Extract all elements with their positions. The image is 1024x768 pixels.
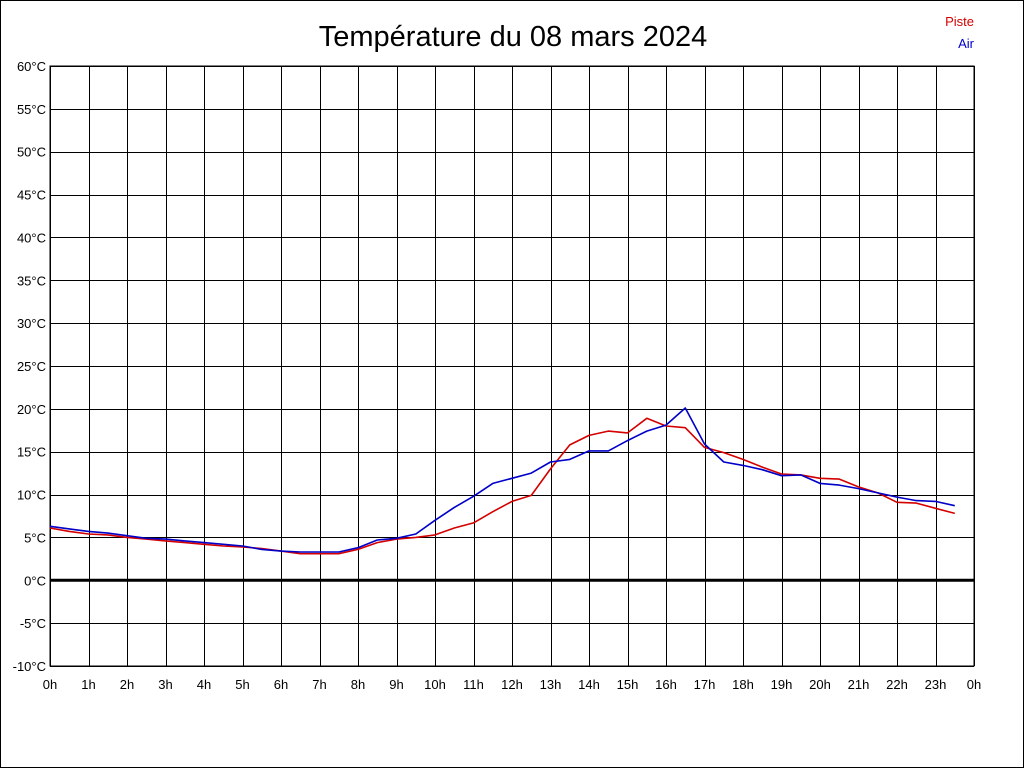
y-tick-label: 60°C xyxy=(17,59,46,74)
x-tick-label: 13h xyxy=(540,677,562,692)
x-tick-label: 22h xyxy=(886,677,908,692)
x-tick-label: 7h xyxy=(312,677,326,692)
x-tick-label: 1h xyxy=(81,677,95,692)
y-tick-label: 30°C xyxy=(17,316,46,331)
x-tick-label: 12h xyxy=(501,677,523,692)
x-tick-label: 2h xyxy=(120,677,134,692)
y-tick-label: -5°C xyxy=(20,616,46,631)
x-tick-label: 19h xyxy=(771,677,793,692)
x-tick-label: 0h xyxy=(967,677,981,692)
x-tick-label: 10h xyxy=(424,677,446,692)
y-tick-label: 10°C xyxy=(17,488,46,503)
x-tick-label: 23h xyxy=(925,677,947,692)
legend-entry-air: Air xyxy=(958,36,975,51)
x-tick-label: 21h xyxy=(848,677,870,692)
y-tick-label: -10°C xyxy=(13,659,46,674)
series-line-air xyxy=(49,407,955,553)
grid xyxy=(49,65,975,667)
y-tick-label: 5°C xyxy=(24,530,46,545)
x-tick-label: 3h xyxy=(158,677,172,692)
x-tick-label: 15h xyxy=(617,677,639,692)
x-tick-label: 11h xyxy=(463,677,484,692)
y-tick-label: 45°C xyxy=(17,188,46,203)
x-tick-label: 16h xyxy=(655,677,677,692)
y-tick-label: 50°C xyxy=(17,145,46,160)
y-tick-label: 0°C xyxy=(24,573,46,588)
y-tick-label: 25°C xyxy=(17,359,46,374)
x-tick-label: 9h xyxy=(389,677,403,692)
x-axis-ticks: 0h 1h 2h 3h 4h 5h 6h 7h 8h 9h 10h 11h 12h 13h 14h 15h 16… xyxy=(43,677,981,692)
x-tick-label: 20h xyxy=(809,677,831,692)
y-axis-ticks: 60°C 55°C 50°C 45°C 40°C 35°C 30°C 25°C 20°C 15°C… xyxy=(13,59,46,674)
y-tick-label: 20°C xyxy=(17,402,46,417)
y-tick-label: 40°C xyxy=(17,230,46,245)
x-tick-label: 8h xyxy=(351,677,365,692)
x-tick-label: 18h xyxy=(732,677,754,692)
y-tick-label: 55°C xyxy=(17,102,46,117)
legend-entry-piste: Piste xyxy=(945,14,974,29)
x-tick-label: 6h xyxy=(274,677,288,692)
series-group xyxy=(49,407,956,555)
x-tick-label: 17h xyxy=(694,677,716,692)
y-tick-label: 15°C xyxy=(17,445,46,460)
legend: Piste Air xyxy=(945,14,975,51)
x-tick-label: 0h xyxy=(43,677,57,692)
x-tick-label: 5h xyxy=(235,677,249,692)
y-tick-label: 35°C xyxy=(17,273,46,288)
x-tick-label: 14h xyxy=(578,677,600,692)
chart-title: Température du 08 mars 2024 xyxy=(319,21,708,53)
x-tick-label: 4h xyxy=(197,677,211,692)
